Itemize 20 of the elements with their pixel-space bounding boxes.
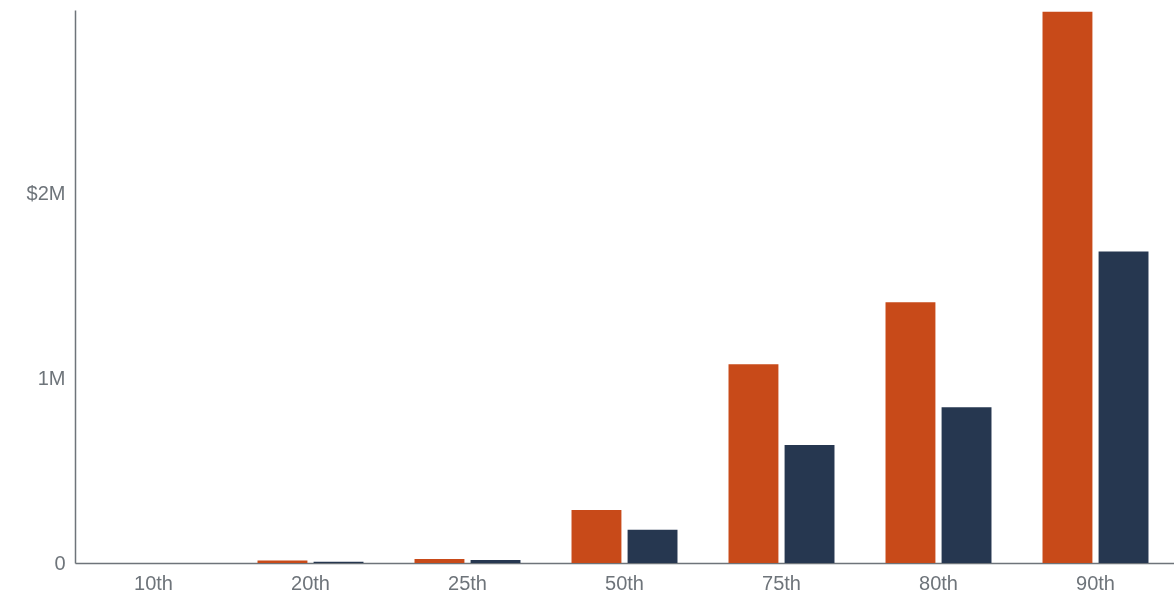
bar — [470, 560, 521, 563]
bar — [728, 364, 779, 563]
x-tick-label: 50th — [605, 571, 644, 594]
bar — [1042, 11, 1093, 563]
x-tick-label: 25th — [448, 571, 487, 594]
bar — [784, 445, 835, 563]
bar — [627, 529, 678, 563]
x-tick-label: 80th — [919, 571, 958, 594]
y-tick-label: $2M — [26, 181, 66, 204]
y-tick-label: 0 — [54, 551, 66, 574]
bar — [941, 407, 992, 563]
x-tick-label: 75th — [762, 571, 801, 594]
bar — [1098, 251, 1149, 563]
x-tick-label: 90th — [1076, 571, 1115, 594]
bar — [885, 302, 936, 563]
bar — [414, 558, 465, 563]
x-tick-label: 10th — [134, 571, 173, 594]
y-tick-label: 1M — [37, 366, 66, 389]
x-tick-label: 20th — [291, 571, 330, 594]
bar — [571, 509, 622, 563]
